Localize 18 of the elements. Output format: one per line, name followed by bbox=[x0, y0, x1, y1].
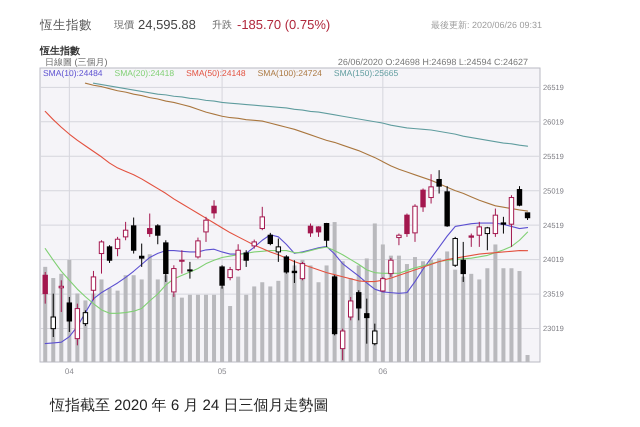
legend-item: SMA(100):24724 bbox=[258, 68, 322, 78]
annotation: -185.70 (0.75%) bbox=[237, 17, 330, 32]
annotation: 恆生指數 bbox=[40, 46, 80, 57]
x-tick: 04 bbox=[64, 367, 74, 376]
legend-item: SMA(10):24484 bbox=[43, 68, 103, 78]
annotation: 現價 bbox=[114, 20, 134, 31]
annotation: 日線圖 (三個月) bbox=[45, 57, 108, 67]
legend-item: SMA(150):25665 bbox=[334, 68, 398, 78]
x-tick: 05 bbox=[218, 367, 227, 376]
annotation: 升跌 bbox=[212, 20, 232, 31]
annotation: 恆指截至 2020 年 6 月 24 日三個月走勢圖 bbox=[50, 397, 328, 414]
title: 恆生指數 bbox=[40, 18, 92, 32]
annotation: 26/06/2020 O:24698 H:24698 L:24594 C:24627 bbox=[338, 57, 528, 67]
legend-item: SMA(20):24418 bbox=[114, 68, 174, 78]
legend-item: SMA(50):24148 bbox=[186, 68, 246, 78]
annotation: 最後更新: 2020/06/26 09:31 bbox=[431, 20, 542, 30]
annotation: 24,595.88 bbox=[138, 17, 196, 32]
x-tick: 06 bbox=[378, 367, 388, 376]
